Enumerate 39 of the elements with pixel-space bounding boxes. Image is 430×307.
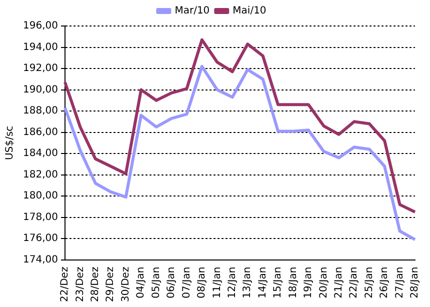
y-tick-label: 188,00 xyxy=(22,106,58,117)
y-tick-label: 178,00 xyxy=(22,212,58,223)
y-tick-label: 180,00 xyxy=(22,190,58,202)
x-tick-label: 14/Jan xyxy=(257,266,268,298)
x-tick-label: 29/Dez xyxy=(105,266,116,302)
legend-label: Mai/10 xyxy=(232,6,266,17)
x-tick-label: 13/Jan xyxy=(242,266,254,298)
x-tick-label: 06/Jan xyxy=(166,266,178,298)
x-tick-label: 20/Jan xyxy=(318,266,330,298)
y-tick-label: 192,00 xyxy=(22,63,58,74)
x-tick-label: 22/Dez xyxy=(60,266,71,302)
x-tick-label: 12/Jan xyxy=(226,266,238,298)
y-tick-label: 194,00 xyxy=(22,42,58,53)
y-tick-label: 182,00 xyxy=(22,169,58,180)
legend-label: Mar/10 xyxy=(174,6,210,17)
x-tick-label: 21/Jan xyxy=(334,266,345,298)
x-tick-label: 08/Jan xyxy=(196,266,208,298)
x-tick-label: 15/Jan xyxy=(272,266,284,298)
x-tick-label: 23/Dez xyxy=(74,266,86,302)
y-tick-label: 176,00 xyxy=(22,233,58,244)
x-tick-label: 28/Jan xyxy=(410,266,421,298)
y-tick-label: 190,00 xyxy=(22,84,58,96)
x-tick-label: 27/Jan xyxy=(394,266,406,298)
x-tick-label: 04/Jan xyxy=(136,266,147,298)
y-tick-label: 184,00 xyxy=(22,148,58,160)
x-tick-label: 22/Jan xyxy=(348,266,360,298)
y-tick-label: 196,00 xyxy=(22,20,58,32)
y-axis-title: US$/sc xyxy=(4,126,16,160)
x-tick-label: 25/Jan xyxy=(364,266,375,298)
x-tick-label: 19/Jan xyxy=(303,266,314,298)
x-tick-label: 30/Dez xyxy=(120,266,132,302)
x-tick-label: 26/Jan xyxy=(379,266,390,298)
x-tick-label: 18/Jan xyxy=(288,266,299,298)
y-tick-label: 174,00 xyxy=(22,254,58,266)
y-tick-label: 186,00 xyxy=(22,126,58,138)
x-tick-label: 07/Jan xyxy=(181,266,192,298)
x-tick-label: 11/Jan xyxy=(212,266,223,298)
x-tick-label: 28/Dez xyxy=(90,266,102,302)
x-tick-label: 05/Jan xyxy=(150,266,162,298)
